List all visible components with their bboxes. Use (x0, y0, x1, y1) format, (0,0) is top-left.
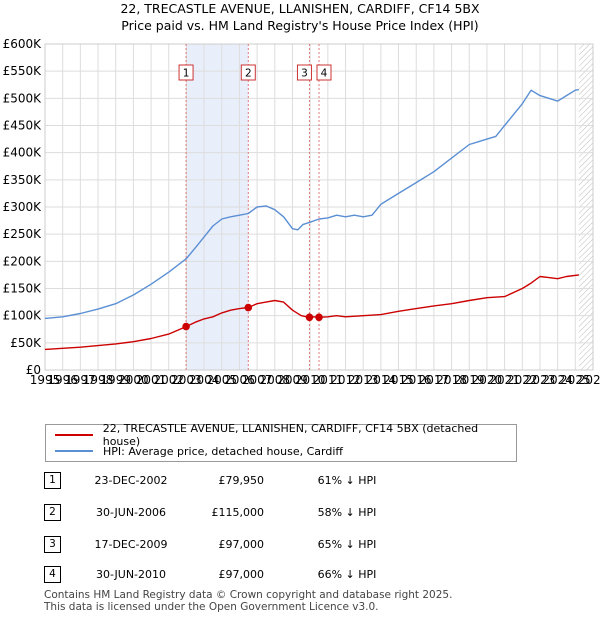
legend-entry-price: 22, TRECASTLE AVENUE, LLANISHEN, CARDIFF… (55, 422, 516, 448)
footer-line-2: This data is licensed under the Open Gov… (44, 601, 379, 613)
sale-label: 1 (183, 68, 190, 80)
transaction-price: £97,000 (218, 538, 265, 551)
sale-point (244, 303, 253, 312)
legend-label-price: 22, TRECASTLE AVENUE, LLANISHEN, CARDIFF… (102, 422, 479, 448)
y-tick-label: £150K (3, 282, 43, 296)
y-tick-label: £600K (3, 37, 43, 51)
sale-label-box (316, 64, 332, 81)
legend: 22, TRECASTLE AVENUE, LLANISHEN, CARDIFF… (45, 422, 517, 462)
sale-label-box (240, 64, 256, 81)
transaction-date: 23-DEC-2002 (94, 474, 168, 487)
x-tick-label: 2008 (260, 373, 291, 387)
footer-line-1: Contains HM Land Registry data © Crown c… (44, 589, 453, 601)
x-tick-label: 2026 (578, 373, 600, 387)
x-tick-label: 2021 (489, 373, 520, 387)
transaction-date: 17-DEC-2009 (94, 538, 168, 551)
x-tick-label: 2009 (277, 373, 308, 387)
transaction-row: 4 30-JUN-2010 £97,000 66% ↓ HPI (44, 566, 564, 586)
x-tick-label: 2002 (153, 373, 184, 387)
sale-point (315, 313, 323, 322)
y-tick-label: £50K (10, 336, 42, 350)
x-tick-label: 2010 (295, 373, 326, 387)
x-tick-label: 2015 (383, 373, 414, 387)
y-tick-label: £350K (3, 173, 43, 187)
x-tick-label: 2025 (560, 373, 591, 387)
transaction-price: £115,000 (211, 506, 265, 519)
y-tick-label: £100K (3, 309, 43, 323)
price-paid-line (44, 274, 579, 351)
transaction-row: 3 17-DEC-2009 £97,000 65% ↓ HPI (44, 536, 564, 556)
transaction-hpi: 66% ↓ HPI (317, 568, 377, 581)
x-tick-label: 2004 (189, 373, 220, 387)
sale-label-box (296, 64, 312, 81)
x-tick-label: 1997 (65, 373, 96, 387)
y-tick-label: £300K (3, 200, 43, 214)
x-tick-label: 2000 (118, 373, 149, 387)
transaction-hpi: 65% ↓ HPI (317, 538, 377, 551)
transaction-price: £97,000 (218, 568, 265, 581)
x-tick-label: 1996 (47, 373, 78, 387)
transaction-number: 3 (44, 536, 61, 553)
y-tick-label: £200K (3, 254, 43, 268)
x-tick-label: 2011 (313, 373, 344, 387)
sale-label: 3 (301, 68, 308, 80)
transaction-hpi: 58% ↓ HPI (317, 506, 377, 519)
x-tick-label: 2007 (242, 373, 273, 387)
x-tick-label: 2022 (507, 373, 538, 387)
x-tick-label: 1999 (100, 373, 131, 387)
transaction-number: 4 (44, 566, 61, 583)
x-tick-label: 2017 (419, 373, 450, 387)
transaction-number: 1 (44, 472, 61, 489)
x-tick-label: 1995 (30, 373, 61, 387)
chart-title-line-2: Price paid vs. HM Land Registry's House … (121, 18, 479, 33)
sale-label-box (178, 64, 194, 81)
footer: Contains HM Land Registry data © Crown c… (44, 589, 452, 613)
x-tick-label: 2001 (136, 373, 167, 387)
legend-swatch-price (55, 434, 93, 436)
hpi-line (44, 88, 580, 320)
chart-title-line-1: 22, TRECASTLE AVENUE, LLANISHEN, CARDIFF… (120, 1, 480, 16)
x-tick-label: 2003 (171, 373, 202, 387)
y-tick-label: £450K (3, 119, 43, 133)
x-tick-label: 2012 (330, 373, 361, 387)
x-tick-label: 1998 (83, 373, 114, 387)
transaction-row: 2 30-JUN-2006 £115,000 58% ↓ HPI (44, 504, 564, 524)
x-tick-label: 2024 (542, 373, 573, 387)
legend-swatch-hpi (55, 450, 93, 452)
legend-label-hpi: HPI: Average price, detached house, Card… (103, 444, 343, 458)
sale-point (305, 313, 314, 322)
y-tick-label: £250K (3, 227, 43, 241)
transaction-row: 1 23-DEC-2002 £79,950 61% ↓ HPI (44, 472, 564, 492)
x-tick-label: 2018 (436, 373, 467, 387)
sale-point (182, 322, 190, 331)
transaction-price: £79,950 (218, 474, 265, 487)
x-tick-label: 2016 (401, 373, 432, 387)
sale-label: 2 (245, 68, 252, 80)
y-tick-label: £500K (3, 91, 43, 105)
x-tick-label: 2006 (224, 373, 255, 387)
x-tick-label: 2005 (207, 373, 238, 387)
price-chart: 1 2 3 4 £0 £50K £100K £150K £200K £250K £300K £350K… (3, 37, 600, 387)
y-tick-label: £400K (3, 146, 43, 160)
legend-entry-hpi: HPI: Average price, detached house, Card… (55, 444, 343, 458)
y-tick-label: £550K (3, 64, 43, 78)
x-tick-label: 2020 (472, 373, 503, 387)
x-tick-label: 2019 (454, 373, 485, 387)
transaction-date: 30-JUN-2006 (95, 506, 167, 519)
y-tick-label: £0 (26, 363, 41, 377)
x-tick-label: 2014 (366, 373, 397, 387)
transaction-hpi: 61% ↓ HPI (317, 474, 377, 487)
transaction-number: 2 (44, 504, 61, 521)
sale-label: 4 (321, 68, 328, 80)
x-tick-label: 2013 (348, 373, 379, 387)
x-tick-label: 2023 (525, 373, 556, 387)
transaction-date: 30-JUN-2010 (95, 568, 167, 581)
